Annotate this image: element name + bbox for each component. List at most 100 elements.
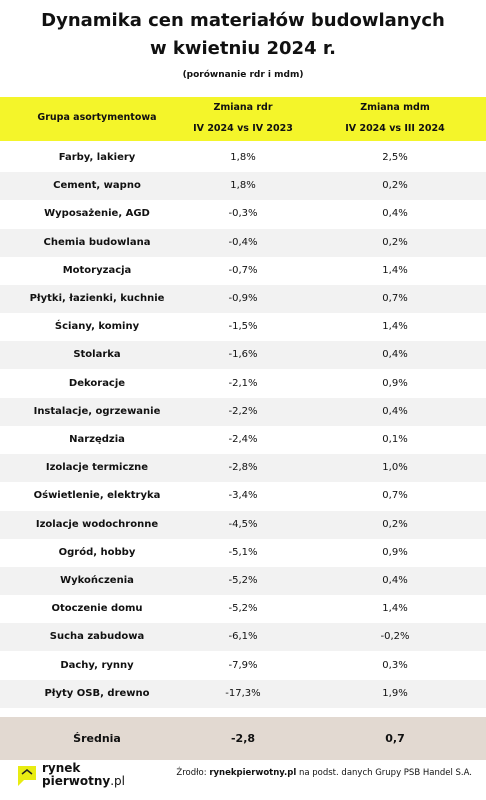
change-value: 1,8% [230,152,256,163]
change-value: -1,6% [228,349,258,361]
change-value: 0,4% [382,575,408,586]
change-value: -4,5% [228,518,258,530]
group-name: Płytki, łazienki, kuchnie [29,293,165,304]
average-label: Średnia [73,732,121,745]
change-value: -0,3% [228,208,258,220]
change-value: 1,4% [382,264,408,276]
group-name: Farby, lakiery [58,152,136,163]
source-text: Źrodło: [176,768,210,778]
group-name: Wykończenia [60,575,134,586]
change-value: 0,3% [382,659,408,671]
group-name: Dachy, rynny [60,659,134,671]
table-row: Motoryzacja -0,7% 1,4% [0,257,486,285]
logo-text: pierwotny [42,774,111,788]
change-value: -2,8% [228,462,258,474]
change-value: 0,2% [382,518,408,530]
change-value: -0,2% [380,631,410,643]
change-value: -3,4% [228,490,258,502]
column-period: IV 2024 vs IV 2023 [193,123,293,134]
table-row: Izolacje wodochronne -4,5% 0,2% [0,510,486,539]
change-value: -0,4% [228,236,258,248]
column-header: Zmiana mdm [360,102,430,113]
group-name: Izolacje wodochronne [35,518,159,530]
table-header: Grupa asortymentowa Zmiana rdr IV 2024 v… [0,97,486,141]
change-value: -2,1% [228,377,258,389]
logo-icon [18,766,36,786]
source-text: na podst. danych Grupy PSB Handel S.A. [296,768,472,778]
column-header: Grupa asortymentowa [37,112,157,123]
change-value: 1,8% [230,180,256,192]
change-value: 0,4% [382,405,408,417]
change-value: 0,2% [382,180,408,192]
change-value: 1,9% [382,687,408,699]
table-row: Wykończenia -5,2% 0,4% [0,567,486,595]
group-name: Ogród, hobby [58,546,136,558]
table-row: Sucha zabudowa -6,1% -0,2% [0,623,486,652]
source: Źrodło: rynekpierwotny.pl na podst. dany… [176,768,472,778]
group-name: Stolarka [73,349,121,361]
table-row: Wyposażenie, AGD -0,3% 0,4% [0,200,486,228]
change-value: 0,9% [382,546,408,558]
change-value: 1,0% [382,462,408,474]
change-value: 1,4% [382,321,408,333]
change-value: -5,2% [228,603,258,615]
group-name: Motoryzacja [62,264,132,276]
change-value: 0,7% [382,490,408,502]
change-value: -0,7% [228,264,258,276]
group-name: Narzędzia [69,434,125,445]
group-name: Ściany, kominy [54,321,140,333]
change-value: -17,3% [225,687,261,699]
table-row: Płytki, łazienki, kuchnie -0,9% 0,7% [0,285,486,313]
table-row: Ściany, kominy -1,5% 1,4% [0,313,486,341]
group-name: Dekoracje [68,377,126,389]
table-row: Otoczenie domu -5,2% 1,4% [0,595,486,623]
logo-text: .pl [110,774,125,788]
group-name: Cement, wapno [53,180,141,192]
group-name: Otoczenie domu [51,603,143,615]
table-row: Instalacje, ogrzewanie -2,2% 0,4% [0,397,486,426]
table-row: Cement, wapno 1,8% 0,2% [0,172,486,201]
table-row: Chemia budowlana -0,4% 0,2% [0,228,486,257]
table-row: Oświetlenie, elektryka -3,4% 0,7% [0,482,486,510]
change-value: -0,9% [228,293,258,304]
table-row: Farby, lakiery 1,8% 2,5% [0,144,486,172]
group-name: Izolacje termiczne [45,462,149,474]
group-name: Płyty OSB, drewno [44,687,150,699]
source-link: rynekpierwotny.pl [209,768,297,778]
group-name: Chemia budowlana [43,236,151,248]
title-line: w kwietniu 2024 r. [149,38,337,59]
title-line: Dynamika cen materiałów budowlanych [41,10,445,31]
logo-text: rynek [42,761,81,775]
change-value: 0,4% [382,208,408,220]
change-value: 0,7% [382,293,408,304]
table-row: Płyty OSB, drewno -17,3% 1,9% [0,679,486,708]
table-row: Narzędzia -2,4% 0,1% [0,426,486,454]
table-row: Stolarka -1,6% 0,4% [0,341,486,370]
average-value: 0,7 [385,732,405,745]
group-name: Sucha zabudowa [49,631,145,643]
table-row: Dachy, rynny -7,9% 0,3% [0,652,486,680]
change-value: -5,1% [228,546,258,558]
change-value: 0,2% [382,236,408,248]
change-value: 1,4% [382,603,408,615]
change-value: 0,1% [382,434,408,445]
change-value: -1,5% [228,321,258,333]
column-period: IV 2024 vs III 2024 [345,123,445,134]
average-row: Średnia -2,8 0,7 [0,717,486,760]
subtitle: (porównanie rdr i mdm) [182,70,304,80]
average-value: -2,8 [230,732,256,745]
change-value: -2,4% [228,434,258,445]
change-value: -5,2% [228,575,258,586]
group-name: Oświetlenie, elektryka [33,490,161,502]
change-value: -7,9% [228,659,258,671]
change-value: 2,5% [382,152,408,163]
change-value: 0,4% [382,349,408,361]
column-header: Zmiana rdr [213,102,273,113]
table-row: Dekoracje -2,1% 0,9% [0,370,486,398]
change-value: -6,1% [228,631,258,643]
change-value: 0,9% [382,377,408,389]
table-row: Ogród, hobby -5,1% 0,9% [0,539,486,567]
table-row: Izolacje termiczne -2,8% 1,0% [0,454,486,483]
group-name: Wyposażenie, AGD [44,208,150,220]
